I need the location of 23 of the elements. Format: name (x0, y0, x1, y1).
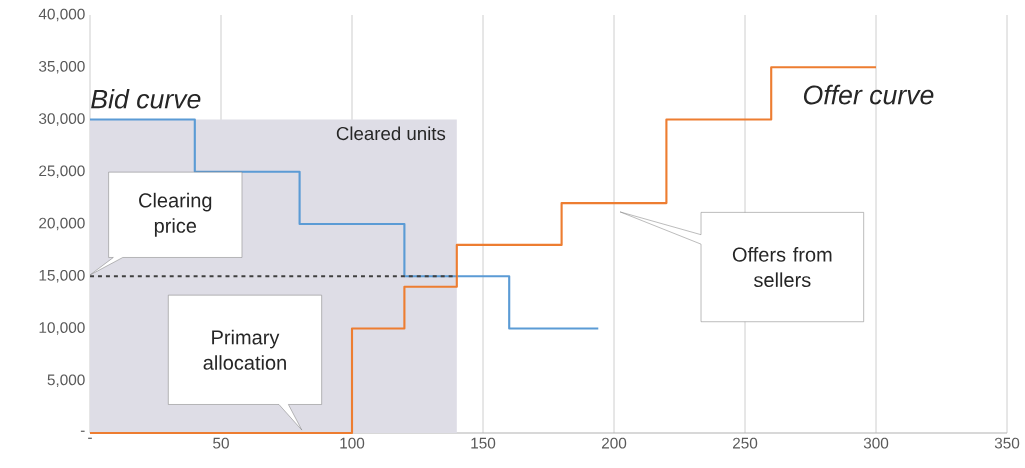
series-label: Bid curve (91, 88, 201, 109)
y-tick-label: 5,000 (47, 374, 85, 388)
y-tick-label: 35,000 (38, 60, 85, 74)
annotation: Clearing price (139, 192, 212, 237)
x-tick-label: 250 (732, 437, 758, 449)
x-tick-label: 200 (601, 437, 627, 449)
series-label: Offer curve (803, 84, 934, 105)
x-tick-label: 150 (471, 437, 496, 449)
y-tick-label: 10,000 (39, 322, 85, 335)
x-tick-label: 50 (213, 437, 229, 449)
y-tick-label: 40,000 (38, 8, 85, 22)
series-label: Cleared units (336, 126, 446, 141)
x-tick-label: - (88, 437, 92, 439)
x-tick-label: 350 (994, 437, 1020, 449)
x-tick-label: 300 (863, 437, 889, 449)
y-tick-label: 20,000 (39, 217, 85, 231)
x-tick-label: 100 (340, 437, 365, 449)
y-tick-label: 25,000 (39, 165, 85, 179)
y-tick-label: 15,000 (39, 269, 85, 283)
y-tick-label: - (80, 430, 85, 432)
annotation: Primary allocation (203, 329, 286, 370)
annotation: Offers from sellers (732, 247, 832, 288)
y-tick-label: 30,000 (38, 113, 85, 126)
